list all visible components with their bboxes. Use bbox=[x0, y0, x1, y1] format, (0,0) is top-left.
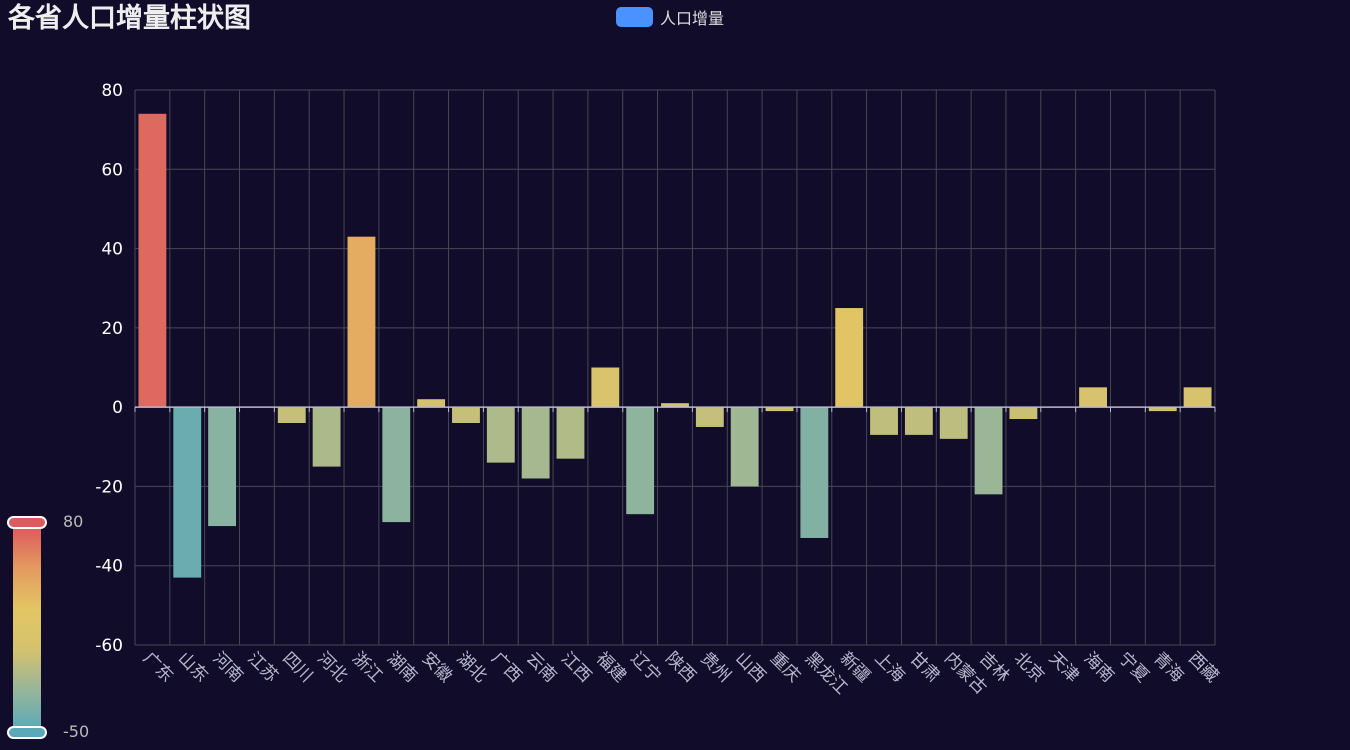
bar-湖南[interactable] bbox=[382, 407, 411, 523]
bar-内蒙古[interactable] bbox=[939, 407, 968, 439]
axes bbox=[134, 406, 1216, 413]
bar-黑龙江[interactable] bbox=[800, 407, 829, 538]
visual-map-max-label: 80 bbox=[63, 512, 84, 531]
bar-四川[interactable] bbox=[277, 407, 306, 423]
x-category-label: 湖北 bbox=[452, 648, 490, 686]
bar-新疆[interactable] bbox=[835, 308, 864, 408]
x-category-label: 西藏 bbox=[1184, 648, 1222, 686]
x-category-label: 上海 bbox=[870, 648, 908, 686]
legend-swatch bbox=[616, 7, 653, 27]
x-category-label: 浙江 bbox=[348, 648, 386, 686]
chart-legend[interactable]: 人口增量 bbox=[616, 7, 725, 28]
x-category-label: 河南 bbox=[209, 648, 247, 686]
x-category-label: 湖南 bbox=[383, 648, 421, 686]
y-tick-label: 80 bbox=[101, 81, 123, 101]
bar-上海[interactable] bbox=[870, 407, 898, 435]
x-category-label: 云南 bbox=[522, 648, 560, 686]
x-category-label: 陕西 bbox=[661, 648, 699, 686]
visual-map-gradient-bar[interactable] bbox=[13, 527, 41, 731]
x-category-label: 宁夏 bbox=[1114, 648, 1152, 686]
bar-安徽[interactable] bbox=[417, 399, 446, 408]
legend-label: 人口增量 bbox=[660, 9, 725, 28]
bar-甘肃[interactable] bbox=[904, 407, 933, 435]
y-tick-label: -40 bbox=[95, 557, 123, 577]
bar-山西[interactable] bbox=[730, 407, 759, 487]
bar-贵州[interactable] bbox=[695, 407, 724, 427]
bar-山东[interactable] bbox=[173, 407, 202, 578]
y-tick-label: 40 bbox=[101, 240, 123, 260]
visual-map-min-handle[interactable] bbox=[7, 726, 47, 739]
x-category-label: 广西 bbox=[487, 648, 525, 686]
bar-广东[interactable] bbox=[138, 113, 167, 408]
bar-海南[interactable] bbox=[1079, 387, 1107, 408]
x-category-label: 江苏 bbox=[243, 648, 281, 686]
visual-map[interactable] bbox=[7, 516, 47, 739]
y-tick-label: 0 bbox=[112, 398, 123, 418]
bar-北京[interactable] bbox=[1009, 407, 1038, 420]
bar-陕西[interactable] bbox=[661, 403, 689, 408]
bar-云南[interactable] bbox=[521, 407, 550, 479]
x-category-label: 四川 bbox=[278, 648, 316, 686]
x-category-label: 北京 bbox=[1010, 648, 1048, 686]
x-category-label: 青海 bbox=[1149, 648, 1187, 686]
x-category-label: 山西 bbox=[731, 648, 769, 686]
bar-湖北[interactable] bbox=[452, 407, 480, 423]
x-category-label: 重庆 bbox=[766, 648, 804, 686]
y-tick-label: -60 bbox=[95, 636, 123, 656]
bar-series bbox=[138, 113, 1212, 578]
y-tick-label: 60 bbox=[101, 160, 123, 180]
x-category-label: 甘肃 bbox=[905, 648, 943, 686]
bar-青海[interactable] bbox=[1148, 407, 1177, 412]
x-category-label: 广东 bbox=[139, 648, 177, 686]
axis-labels: 80 60 40 20 0 -20 -40 -60 广东山东河南江苏四川河北浙江湖南安徽湖北广西… bbox=[95, 81, 1222, 699]
y-tick-label: -20 bbox=[95, 477, 123, 497]
x-category-label: 贵州 bbox=[696, 648, 734, 686]
bar-浙江[interactable] bbox=[347, 236, 376, 408]
x-category-label: 辽宁 bbox=[627, 648, 665, 686]
chart-title: 各省人口增量柱状图 bbox=[8, 3, 251, 34]
bar-江西[interactable] bbox=[556, 407, 585, 459]
bar-福建[interactable] bbox=[591, 367, 620, 408]
x-category-label: 安徽 bbox=[418, 648, 456, 686]
visual-map-max-handle[interactable] bbox=[7, 516, 47, 529]
bar-吉林[interactable] bbox=[974, 407, 1003, 495]
x-category-label: 河北 bbox=[313, 648, 351, 686]
x-category-label: 江西 bbox=[557, 648, 595, 686]
x-category-label: 山东 bbox=[174, 648, 212, 686]
visual-map-min-label: -50 bbox=[63, 722, 90, 741]
bar-辽宁[interactable] bbox=[626, 407, 655, 515]
x-category-label: 海南 bbox=[1080, 648, 1118, 686]
y-tick-label: 20 bbox=[101, 319, 123, 339]
bar-河北[interactable] bbox=[312, 407, 341, 467]
x-category-label: 天津 bbox=[1045, 648, 1083, 686]
bar-河南[interactable] bbox=[208, 407, 237, 527]
bar-广西[interactable] bbox=[486, 407, 515, 463]
bar-西藏[interactable] bbox=[1183, 387, 1212, 408]
x-category-label: 福建 bbox=[592, 648, 630, 686]
bar-重庆[interactable] bbox=[765, 407, 794, 412]
grid-lines bbox=[134, 89, 1216, 646]
